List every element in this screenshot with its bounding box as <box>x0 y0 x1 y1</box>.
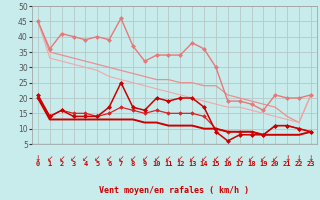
Text: ↙: ↙ <box>177 154 184 163</box>
Text: ↙: ↙ <box>225 154 231 163</box>
Text: ↓: ↓ <box>308 154 314 163</box>
Text: ↙: ↙ <box>70 154 77 163</box>
Text: ↙: ↙ <box>141 154 148 163</box>
Text: ↓: ↓ <box>35 154 41 163</box>
X-axis label: Vent moyen/en rafales ( km/h ): Vent moyen/en rafales ( km/h ) <box>100 186 249 195</box>
Text: ↙: ↙ <box>248 154 255 163</box>
Text: ↙: ↙ <box>130 154 136 163</box>
Text: ↙: ↙ <box>260 154 267 163</box>
Text: ↙: ↙ <box>59 154 65 163</box>
Text: ↙: ↙ <box>189 154 196 163</box>
Text: ↙: ↙ <box>272 154 278 163</box>
Text: ↙: ↙ <box>165 154 172 163</box>
Text: ↓: ↓ <box>296 154 302 163</box>
Text: ↙: ↙ <box>106 154 112 163</box>
Text: ↙: ↙ <box>213 154 219 163</box>
Text: ↙: ↙ <box>236 154 243 163</box>
Text: ↙: ↙ <box>82 154 89 163</box>
Text: ↙: ↙ <box>201 154 207 163</box>
Text: ↙: ↙ <box>118 154 124 163</box>
Text: ↙: ↙ <box>94 154 100 163</box>
Text: ↙: ↙ <box>153 154 160 163</box>
Text: ↓: ↓ <box>284 154 290 163</box>
Text: ↙: ↙ <box>47 154 53 163</box>
